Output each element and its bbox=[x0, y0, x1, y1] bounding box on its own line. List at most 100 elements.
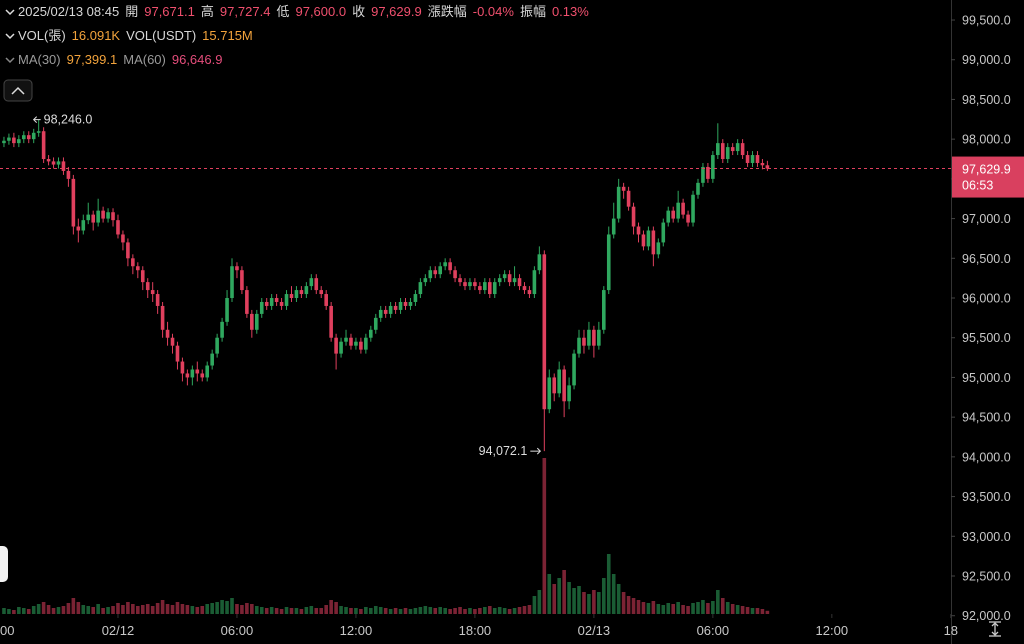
low-arrow-head bbox=[536, 447, 542, 455]
candle-body bbox=[557, 369, 561, 394]
volume-bar bbox=[294, 608, 299, 614]
volume-bar bbox=[720, 598, 725, 614]
volume-bar bbox=[730, 604, 735, 614]
candle-body bbox=[492, 282, 497, 295]
volume-bar bbox=[86, 606, 91, 614]
candle-body bbox=[121, 234, 125, 243]
field-value: 15.715M bbox=[202, 28, 253, 43]
candle-body bbox=[269, 298, 274, 306]
volume-bar bbox=[547, 574, 552, 614]
volume-bar bbox=[661, 605, 666, 614]
candle-body bbox=[21, 135, 26, 140]
scale-icon[interactable] bbox=[989, 621, 1001, 637]
candle-body bbox=[621, 186, 626, 191]
candle-body bbox=[378, 309, 383, 318]
candle-body bbox=[388, 305, 393, 314]
volume-bar bbox=[359, 609, 363, 614]
volume-bar bbox=[66, 603, 71, 614]
candle-body bbox=[502, 274, 507, 279]
volume-bar bbox=[423, 606, 428, 614]
header-row-ma: MA(30) 97,399.1 MA(60) 96,646.9 bbox=[0, 50, 234, 70]
volume-bar bbox=[507, 609, 512, 614]
high-arrow-head bbox=[32, 116, 38, 123]
ma-fields: MA(30) 97,399.1 MA(60) 96,646.9 bbox=[18, 52, 228, 67]
candle-body bbox=[587, 329, 591, 346]
volume-bar bbox=[740, 606, 745, 614]
candle-body bbox=[71, 178, 76, 227]
candle-body bbox=[101, 210, 105, 219]
field-value: 0.13% bbox=[551, 4, 589, 19]
y-tick-label: 92,000.0 bbox=[962, 609, 1011, 623]
volume-bar bbox=[453, 608, 457, 614]
field-value: -0.04% bbox=[472, 4, 514, 19]
candle-body bbox=[686, 214, 690, 223]
candle-body bbox=[145, 282, 150, 291]
volume-bar bbox=[344, 607, 348, 614]
candle-body bbox=[2, 140, 6, 144]
collapse-icon bbox=[11, 86, 25, 95]
candle-body bbox=[443, 262, 447, 267]
volume-bar bbox=[621, 592, 626, 614]
volume-bar bbox=[398, 609, 403, 614]
volume-bar bbox=[205, 604, 210, 614]
volume-bar bbox=[537, 590, 542, 614]
volume-bar bbox=[299, 609, 304, 614]
volume-bar bbox=[170, 605, 175, 614]
collapse-button[interactable] bbox=[3, 79, 33, 102]
candle-body bbox=[626, 190, 631, 207]
volume-bar bbox=[587, 594, 591, 614]
volume-bar bbox=[696, 602, 700, 614]
volume-bar bbox=[136, 606, 140, 614]
volume-bar bbox=[711, 601, 715, 614]
candle-body bbox=[671, 210, 676, 219]
y-tick-label: 98,500.0 bbox=[962, 93, 1011, 107]
candle-body bbox=[656, 242, 661, 255]
candle-body bbox=[413, 294, 418, 302]
volume-bar bbox=[676, 602, 680, 614]
field-label: 低 bbox=[276, 4, 290, 19]
last-price-tag bbox=[952, 156, 1024, 198]
candle-body bbox=[473, 282, 477, 287]
volume-bar bbox=[592, 590, 596, 614]
vol-fields: VOL(張) 16.091K VOL(USDT) 15.715M bbox=[18, 28, 259, 43]
chevron[interactable] bbox=[0, 50, 18, 70]
volume-bar bbox=[349, 608, 353, 614]
field-label: 漲跌幅 bbox=[427, 4, 467, 19]
volume-bar bbox=[175, 602, 180, 614]
volume-bar bbox=[116, 603, 120, 614]
candle-body bbox=[289, 294, 294, 299]
candle-body bbox=[17, 139, 21, 144]
candle-body bbox=[730, 147, 735, 152]
field-value: 97,399.1 bbox=[66, 52, 118, 67]
candle-body bbox=[755, 155, 760, 163]
side-tab[interactable] bbox=[0, 546, 8, 582]
volume-bar bbox=[17, 607, 21, 614]
candle-body bbox=[532, 270, 537, 295]
volume-bar bbox=[681, 605, 685, 614]
candle-body bbox=[195, 369, 200, 374]
field-label: 收 bbox=[352, 4, 366, 19]
candle-body bbox=[41, 131, 46, 160]
candle-body bbox=[691, 194, 695, 223]
candle-body bbox=[319, 290, 324, 295]
candle-body bbox=[433, 270, 438, 275]
candle-body bbox=[597, 329, 601, 346]
volume-bar bbox=[393, 608, 398, 614]
volume-bar bbox=[745, 607, 750, 614]
volume-bar bbox=[458, 607, 462, 614]
candle-body bbox=[537, 254, 542, 271]
candle-body bbox=[601, 290, 606, 330]
field-value: 96,646.9 bbox=[171, 52, 223, 67]
volume-bar bbox=[150, 606, 155, 614]
candle-body bbox=[403, 301, 408, 306]
candle-body bbox=[86, 214, 91, 221]
candle-body bbox=[180, 361, 185, 374]
chevron[interactable] bbox=[0, 26, 18, 46]
volume-bar bbox=[572, 588, 576, 614]
y-tick-label: 97,000.0 bbox=[962, 212, 1011, 226]
chevron[interactable] bbox=[0, 2, 18, 22]
volume-bar bbox=[552, 584, 557, 614]
candle-body bbox=[240, 270, 244, 291]
candle-body bbox=[200, 373, 205, 378]
volume-bar bbox=[220, 600, 224, 614]
